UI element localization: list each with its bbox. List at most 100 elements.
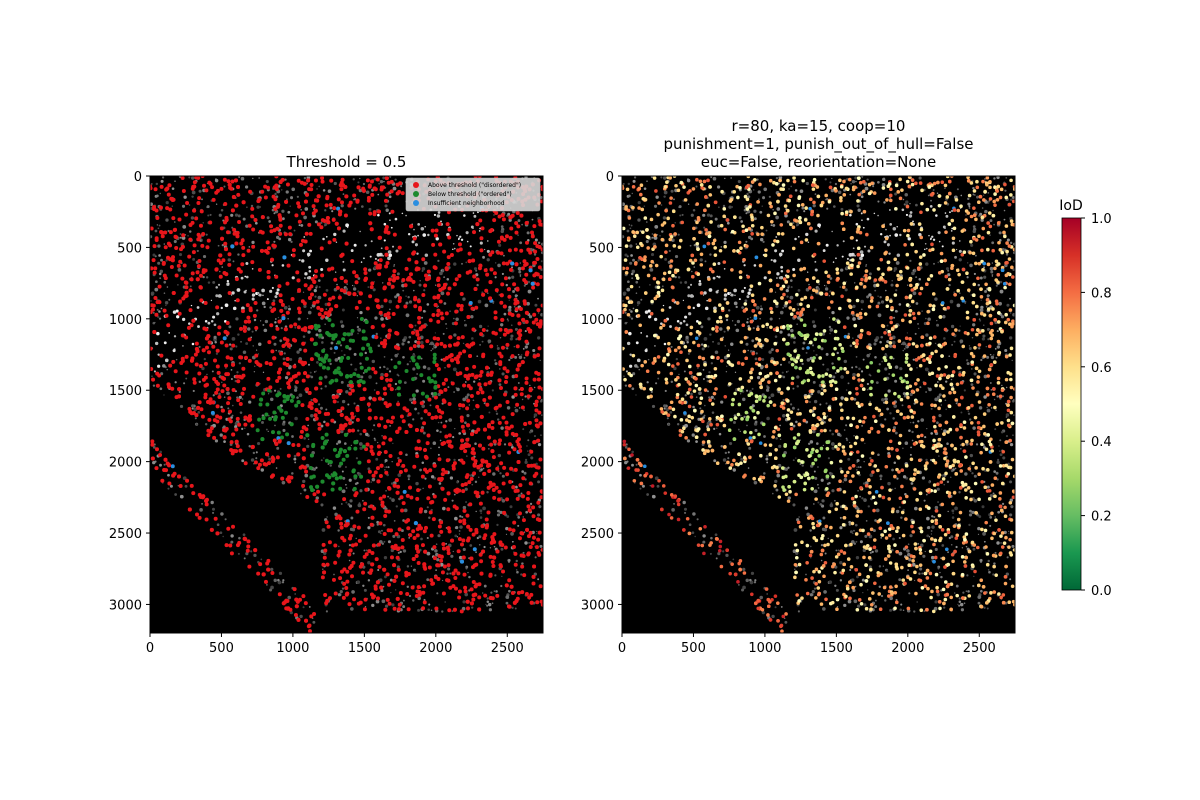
tissue-speck bbox=[419, 468, 422, 472]
tissue-speck bbox=[179, 236, 182, 239]
tissue-speck bbox=[423, 509, 428, 514]
cell-marker bbox=[507, 450, 512, 455]
tissue-speck bbox=[936, 395, 941, 399]
cell-marker bbox=[307, 222, 312, 227]
cell-marker bbox=[499, 293, 504, 298]
tissue-speck bbox=[158, 317, 162, 320]
cell-marker bbox=[325, 422, 330, 427]
cell-marker bbox=[458, 519, 463, 524]
cell-marker bbox=[304, 469, 309, 474]
cell-marker bbox=[509, 466, 514, 471]
cell-marker bbox=[211, 197, 216, 202]
cell-marker bbox=[270, 430, 275, 435]
cell-marker bbox=[453, 568, 458, 573]
cell-marker bbox=[150, 456, 155, 461]
cell-marker bbox=[511, 545, 516, 550]
cell-marker bbox=[441, 381, 446, 386]
tissue-speck bbox=[316, 361, 319, 364]
cell-marker bbox=[383, 313, 388, 318]
cell-marker bbox=[305, 417, 310, 422]
cell-marker bbox=[465, 270, 470, 275]
cell-marker bbox=[506, 287, 511, 292]
tissue-speck bbox=[160, 372, 164, 376]
cell-marker bbox=[363, 336, 368, 341]
cell-marker bbox=[289, 422, 294, 427]
cell-marker bbox=[442, 399, 447, 404]
cell-marker bbox=[442, 424, 447, 429]
tissue-speck bbox=[245, 275, 249, 279]
cell-marker bbox=[289, 324, 294, 329]
tissue-speck bbox=[182, 317, 186, 322]
tissue-speck bbox=[239, 411, 243, 414]
tissue-speck bbox=[359, 177, 361, 180]
tissue-speck bbox=[426, 506, 429, 509]
cell-marker bbox=[218, 274, 223, 279]
cell-marker bbox=[375, 580, 380, 585]
tissue-speck bbox=[341, 308, 345, 312]
tissue-speck bbox=[421, 316, 424, 319]
cell-marker bbox=[322, 292, 327, 297]
cell-marker bbox=[441, 546, 446, 551]
cell-marker bbox=[315, 484, 320, 489]
cell-marker bbox=[369, 227, 374, 232]
cell-marker bbox=[503, 545, 508, 550]
tissue-speck bbox=[454, 534, 458, 538]
cell-marker bbox=[432, 494, 437, 499]
cell-marker bbox=[308, 466, 313, 471]
tissue-speck bbox=[464, 381, 467, 383]
cell-marker bbox=[320, 436, 325, 441]
cell-marker bbox=[243, 319, 248, 324]
tissue-speck bbox=[817, 487, 820, 489]
tissue-speck bbox=[461, 606, 466, 611]
cell-marker bbox=[307, 286, 312, 291]
tissue-speck bbox=[495, 410, 498, 412]
tissue-speck bbox=[513, 305, 516, 308]
tissue-speck bbox=[486, 249, 490, 253]
cell-marker bbox=[350, 411, 355, 416]
cell-marker bbox=[468, 502, 473, 507]
cell-marker bbox=[286, 371, 291, 376]
cell-marker bbox=[524, 310, 529, 315]
tissue-speck bbox=[340, 380, 344, 384]
cell-marker bbox=[153, 187, 158, 192]
tissue-speck bbox=[257, 441, 261, 446]
cell-marker bbox=[397, 426, 402, 431]
tissue-speck bbox=[487, 292, 489, 294]
tissue-speck bbox=[274, 192, 277, 196]
cell-marker bbox=[446, 507, 451, 512]
tissue-speck bbox=[519, 273, 522, 276]
cell-marker bbox=[505, 400, 510, 405]
tissue-speck bbox=[862, 358, 865, 361]
cell-marker bbox=[169, 196, 174, 201]
cell-marker bbox=[471, 341, 476, 346]
tissue-speck bbox=[174, 493, 178, 496]
tissue-speck bbox=[365, 549, 368, 552]
cell-marker bbox=[327, 318, 332, 323]
tissue-speck bbox=[514, 406, 516, 409]
cell-marker bbox=[500, 282, 505, 287]
tissue-speck bbox=[451, 499, 454, 502]
tissue-speck bbox=[511, 275, 515, 279]
tissue-speck bbox=[475, 510, 477, 513]
tissue-speck bbox=[432, 441, 437, 445]
cell-marker bbox=[446, 255, 451, 260]
cell-marker bbox=[427, 484, 432, 489]
tissue-speck bbox=[245, 261, 249, 265]
cell-marker bbox=[361, 188, 366, 193]
cell-marker bbox=[413, 295, 418, 300]
y-tick-label: 3000 bbox=[109, 598, 142, 613]
cell-marker bbox=[294, 380, 299, 385]
cell-marker bbox=[462, 349, 467, 354]
tissue-speck bbox=[395, 505, 398, 508]
tissue-speck bbox=[182, 224, 187, 229]
tissue-speck bbox=[370, 240, 373, 243]
cell-marker bbox=[411, 557, 416, 562]
cell-marker bbox=[385, 419, 390, 424]
cell-marker bbox=[297, 204, 302, 209]
cell-marker bbox=[336, 514, 341, 519]
cell-marker bbox=[171, 255, 176, 260]
cell-marker bbox=[500, 317, 505, 322]
tissue-speck bbox=[329, 464, 332, 467]
cell-marker bbox=[247, 319, 252, 324]
cell-marker bbox=[379, 341, 384, 346]
